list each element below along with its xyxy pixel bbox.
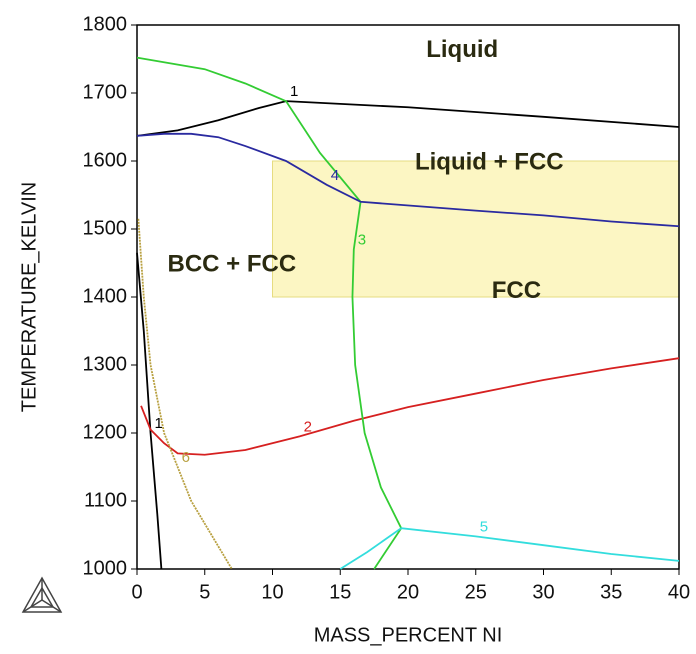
x-tick-label: 25	[465, 581, 487, 603]
y-tick-label: 1500	[83, 217, 128, 239]
x-tick-label: 5	[199, 581, 210, 603]
y-tick-label: 1300	[83, 353, 128, 375]
x-tick-label: 0	[131, 581, 142, 603]
x-tick-label: 30	[532, 581, 554, 603]
y-tick-label: 1700	[83, 81, 128, 103]
line-label: 1	[290, 83, 298, 100]
x-tick-label: 40	[668, 581, 690, 603]
region-label: FCC	[492, 277, 541, 304]
y-tick-label: 1600	[83, 149, 128, 171]
logo	[21, 576, 63, 613]
y-tick-label: 1800	[83, 13, 128, 35]
line-label: 1	[155, 415, 163, 432]
x-tick-label: 35	[600, 581, 622, 603]
phase-line	[140, 357, 680, 456]
phase-line	[136, 100, 680, 570]
line-label: 3	[358, 231, 366, 248]
x-tick-label: 20	[397, 581, 419, 603]
x-axis-title: MASS_PERCENT NI	[314, 624, 503, 646]
highlight-box	[272, 160, 680, 298]
line-label: 4	[331, 167, 339, 184]
phase-line	[136, 56, 403, 570]
region-label: Liquid + FCC	[415, 148, 564, 175]
x-tick-label: 15	[329, 581, 351, 603]
line-label: 2	[304, 418, 312, 435]
phase-line	[339, 527, 680, 570]
y-tick-label: 1200	[83, 421, 128, 443]
region-label: Liquid	[426, 36, 498, 63]
region-label: BCC + FCC	[168, 250, 297, 277]
line-label: 6	[182, 449, 190, 466]
phase-line	[136, 132, 680, 228]
phase-line	[137, 218, 233, 570]
line-label: 5	[480, 518, 488, 535]
y-tick-label: 1100	[84, 489, 127, 511]
y-tick-label: 1400	[83, 285, 128, 307]
y-axis-title: TEMPERATURE_KELVIN	[18, 182, 40, 412]
y-tick-label: 1000	[83, 557, 128, 579]
x-tick-label: 10	[261, 581, 283, 603]
